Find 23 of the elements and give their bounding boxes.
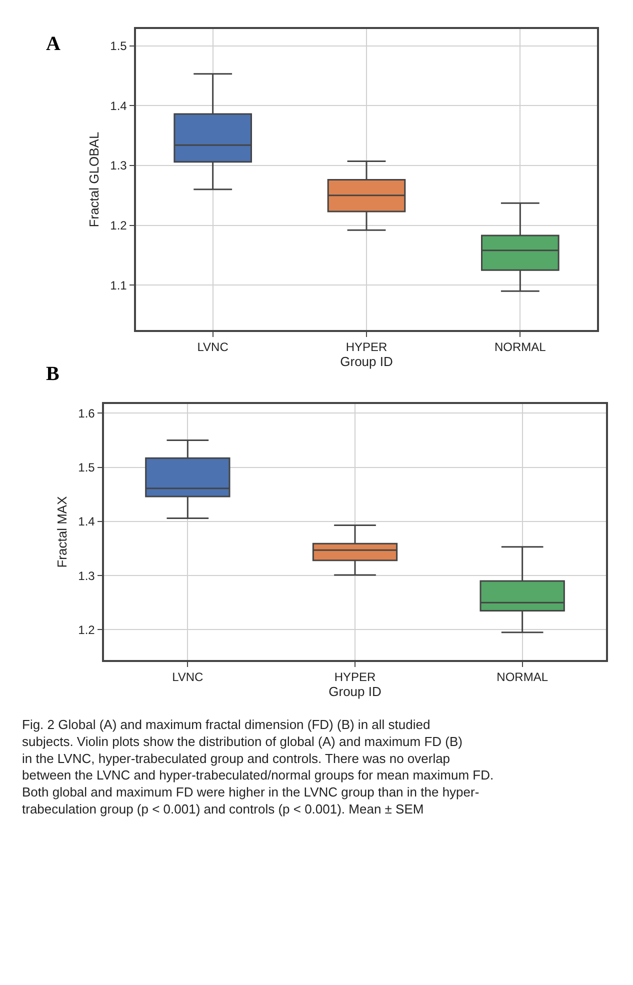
- x-tick-label: NORMAL: [494, 340, 546, 354]
- y-tick-label: 1.5: [110, 38, 128, 53]
- y-tick-label: 1.4: [78, 514, 96, 529]
- y-axis-title: Fractal MAX: [54, 496, 70, 568]
- y-tick-label: 1.4: [110, 98, 128, 113]
- chart-title: B: [46, 363, 60, 385]
- x-tick-label: LVNC: [172, 670, 204, 684]
- x-tick-label: NORMAL: [496, 670, 548, 684]
- y-tick-label: 1.6: [78, 406, 96, 420]
- x-axis-title: Group ID: [340, 354, 393, 370]
- x-tick-label: LVNC: [197, 340, 229, 354]
- caption: Fig. 2 Global (A) and maximum fractal dimension (FD) (B) in all studied subjects. Violin plots show the distribution of global (A) and maximum FD (B) in the LVNC, hyper-trabeculated group and controls. There was no overlap between the LVNC and hyper-trabeculated/normal groups for mean maximum FD. Both global and maximum FD were higher in the LVNC group than in the hyper-trabeculation group (p < 0.001) and controls (p < 0.001). Mean ± SEM: [22, 717, 494, 816]
- y-tick-label: 1.5: [78, 460, 96, 475]
- y-tick-label: 1.1: [110, 278, 128, 292]
- y-axis-title: Fractal GLOBAL: [86, 132, 102, 228]
- x-tick-label: HYPER: [334, 670, 376, 684]
- x-axis-title: Group ID: [328, 684, 382, 700]
- chart-title: A: [46, 33, 61, 55]
- y-tick-label: 1.2: [78, 622, 96, 637]
- y-tick-label: 1.2: [110, 218, 128, 232]
- x-tick-label: HYPER: [346, 340, 388, 354]
- y-tick-label: 1.3: [78, 568, 96, 583]
- y-tick-label: 1.3: [110, 158, 128, 173]
